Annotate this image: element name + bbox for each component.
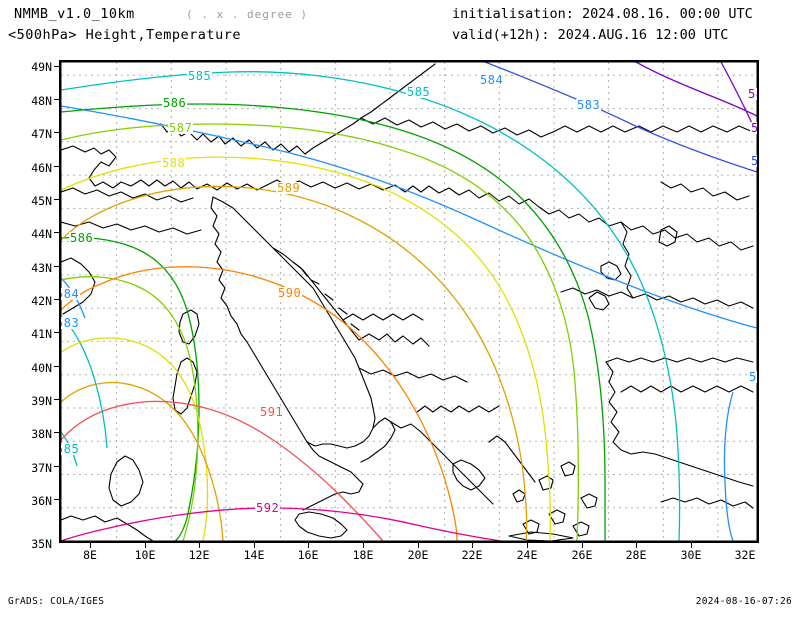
contour-label-592-a: 592 [255,501,281,515]
contour-label-583-a: 583 [576,98,602,112]
model-name-label: NMMB_v1.0_10km [14,6,135,22]
x-tick-mark [418,543,419,548]
contour-label-591-a: 591 [259,405,285,419]
x-tick-mark [145,543,146,548]
y-tick-mark [54,332,59,333]
y-tick-mark [54,166,59,167]
y-tick-mark [54,299,59,300]
x-tick-28E: 28E [625,548,647,562]
x-tick-mark [691,543,692,548]
contour-591 [61,400,384,541]
contour-586 [61,103,606,541]
x-tick-16E: 16E [297,548,319,562]
x-tick-mark [308,543,309,548]
y-tick-mark [54,199,59,200]
y-tick-mark [54,499,59,500]
contour-label-584-a: 584 [479,73,505,87]
y-tick-mark [54,399,59,400]
x-tick-8E: 8E [83,548,97,562]
y-tick-40N: 40N [31,361,52,375]
y-tick-mark [54,66,59,67]
x-tick-mark [582,543,583,548]
x-tick-32E: 32E [734,548,756,562]
contour-label-586-a: 586 [162,96,188,110]
map-plot-area: 585 586 587 588 589 585 584 583 586 590 … [59,60,759,543]
contour-label-585-d: 585 [748,371,757,383]
x-tick-26E: 26E [571,548,593,562]
contour-label-583-c: 583 [750,122,757,134]
x-tick-18E: 18E [352,548,374,562]
x-tick-14E: 14E [243,548,265,562]
y-tick-45N: 45N [31,194,52,208]
y-tick-43N: 43N [31,261,52,275]
contour-label-584-b: 584 [61,288,81,300]
contour-label-584-c: 584 [750,155,757,167]
chart-footer: GrADS: COLA/IGES 2024-08-16-07:26 [0,596,800,618]
contour-585 [61,71,681,541]
contour-label-585-c: 585 [61,443,81,455]
x-tick-12E: 12E [188,548,210,562]
producer-label: GrADS: COLA/IGES [8,596,105,607]
contour-label-590-a: 590 [277,286,303,300]
y-tick-mark [54,266,59,267]
contour-587 [61,123,579,541]
y-tick-39N: 39N [31,394,52,408]
contour-label-588-a: 588 [161,156,187,170]
contour-label-585-a: 585 [187,69,213,83]
y-tick-44N: 44N [31,227,52,241]
contour-583 [484,62,757,173]
x-tick-mark [636,543,637,548]
valid-time-label: valid(+12h): 2024.AUG.16 12:00 UTC [452,27,729,43]
y-tick-42N: 42N [31,294,52,308]
x-tick-mark [199,543,200,548]
initialisation-label: initialisation: 2024.08.16. 00:00 UTC [452,6,753,22]
y-tick-41N: 41N [31,327,52,341]
contour-588 [61,156,552,541]
y-tick-49N: 49N [31,60,52,74]
contour-map-svg [61,62,757,541]
contour-582 [635,62,757,117]
x-tick-mark [472,543,473,548]
generated-label: 2024-08-16-07:26 [695,596,792,607]
y-tick-37N: 37N [31,461,52,475]
y-tick-35N: 35N [31,537,52,551]
contour-label-587-a: 587 [168,121,194,135]
x-tick-10E: 10E [134,548,156,562]
x-tick-30E: 30E [680,548,702,562]
x-tick-22E: 22E [461,548,483,562]
contour-label-586-b: 586 [69,231,95,245]
contour-590 [61,266,458,541]
y-tick-48N: 48N [31,94,52,108]
coastline-borders [61,63,754,541]
y-tick-36N: 36N [31,494,52,508]
contour-label-583-b: 583 [61,317,81,329]
resolution-note-label: ( . x . degree ) [186,8,308,21]
y-tick-mark [54,432,59,433]
y-tick-mark [54,99,59,100]
contour-584 [61,105,757,541]
x-tick-20E: 20E [407,548,429,562]
x-tick-mark [363,543,364,548]
contour-589 [61,185,528,541]
y-tick-47N: 47N [31,127,52,141]
x-tick-24E: 24E [516,548,538,562]
contour-label-589-a: 589 [276,181,302,195]
y-tick-mark [54,466,59,467]
chart-header: NMMB_v1.0_10km ( . x . degree ) <500hPa>… [0,0,800,52]
contour-label-585-b: 585 [406,85,432,99]
contour-label-582-a: 582 [747,88,757,100]
map-canvas: 585 586 587 588 589 585 584 583 586 590 … [61,62,757,541]
y-tick-38N: 38N [31,427,52,441]
y-tick-46N: 46N [31,161,52,175]
y-tick-mark [54,232,59,233]
x-tick-mark [254,543,255,548]
x-tick-mark [527,543,528,548]
y-tick-mark [54,366,59,367]
x-tick-mark [90,543,91,548]
y-tick-mark [54,132,59,133]
level-field-label: <500hPa> Height,Temperature [8,27,241,43]
